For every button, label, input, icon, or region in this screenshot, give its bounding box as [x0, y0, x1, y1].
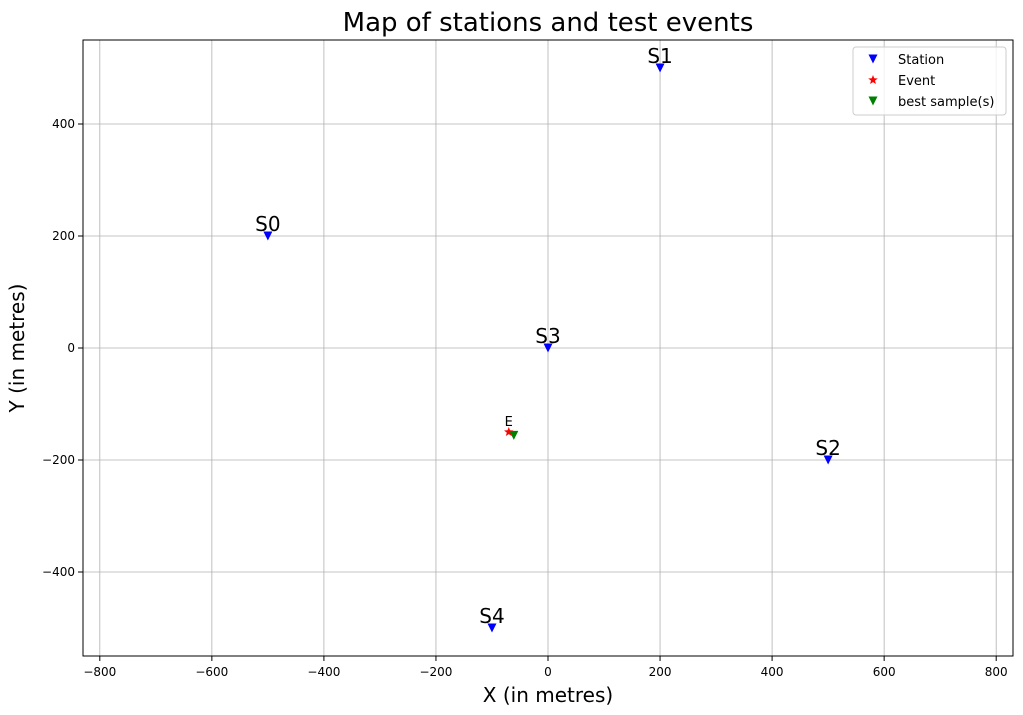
station-marker	[263, 231, 273, 241]
x-tick-label: 800	[985, 665, 1008, 679]
x-tick-label: 0	[544, 665, 552, 679]
station-marker	[655, 63, 665, 73]
x-tick-label: −200	[419, 665, 452, 679]
legend-marker	[868, 96, 878, 106]
station-label: S2	[815, 436, 840, 460]
x-tick-label: −400	[307, 665, 340, 679]
legend-entry-label: Station	[898, 53, 944, 68]
station-label: S0	[255, 212, 280, 236]
station-marker	[487, 623, 497, 633]
event-marker	[504, 427, 514, 437]
marks-layer: S0 S1 S2 S3 S4 E	[255, 44, 841, 633]
station-label: S4	[479, 604, 504, 628]
legend-entry-label: best sample(s)	[898, 95, 994, 110]
y-axis-label: Y (in metres)	[5, 284, 29, 414]
station-marker	[823, 455, 833, 465]
legend-marker	[868, 75, 878, 85]
x-tick-label: 600	[873, 665, 896, 679]
x-tick-label: −800	[83, 665, 116, 679]
x-tick-label: 400	[761, 665, 784, 679]
event-label: E	[505, 415, 513, 430]
y-tick-label: 0	[67, 341, 75, 355]
x-tick-label: 200	[649, 665, 672, 679]
station-label: S3	[535, 324, 560, 348]
station-label: S1	[647, 44, 672, 68]
station-marker	[543, 343, 553, 353]
chart-title: Map of stations and test events	[343, 8, 754, 38]
best-sample-marker	[509, 430, 519, 440]
legend: Station Event best sample(s)	[852, 46, 1007, 116]
y-tick-label: 400	[52, 117, 75, 131]
x-axis-label: X (in metres)	[483, 683, 613, 707]
legend-entry-label: Event	[898, 74, 935, 89]
y-tick-label: 200	[52, 229, 75, 243]
legend-box	[852, 46, 1007, 116]
y-tick-label: −200	[42, 453, 75, 467]
legend-marker	[868, 54, 878, 64]
y-tick-label: −400	[42, 565, 75, 579]
ticks-layer: −800 −600 −400 −200 0 200 400 600 800 −400 −200 0 20…	[42, 117, 1008, 679]
x-tick-label: −600	[195, 665, 228, 679]
